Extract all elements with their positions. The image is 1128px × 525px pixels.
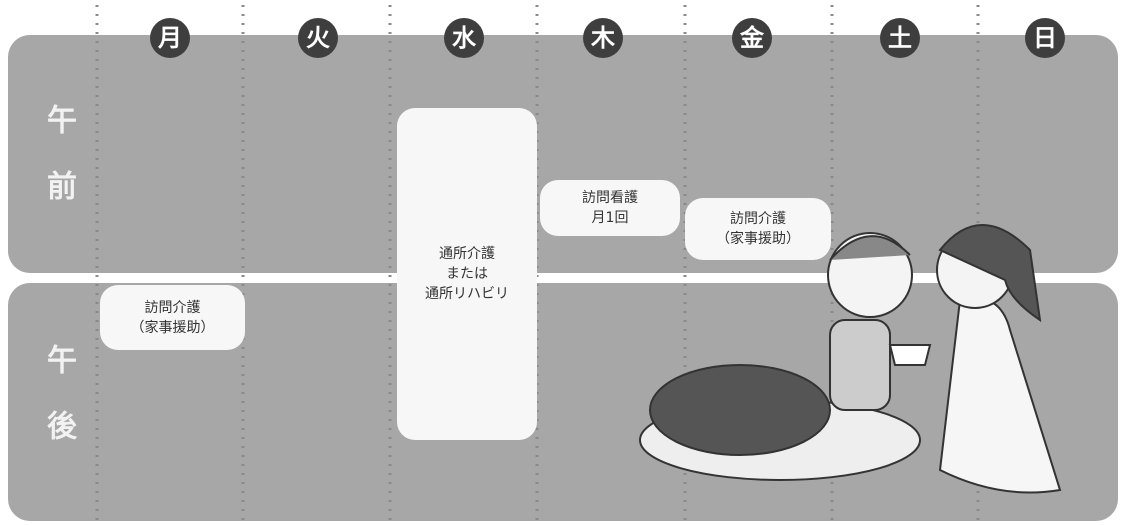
am-panel: [8, 35, 1118, 273]
item-text: 通所リハビリ: [425, 286, 509, 302]
illustration: [639, 224, 1062, 494]
schedule-item: 訪問介護 （家事援助）: [685, 198, 831, 260]
schedule-item: 通所介護または通所リハビリ: [397, 108, 537, 440]
day-label: 火: [298, 18, 338, 58]
day-label: 木: [583, 18, 623, 58]
schedule-item: 訪問看護月1回: [540, 180, 680, 236]
day-label: 水: [444, 18, 484, 58]
row-label: 午後: [41, 344, 76, 476]
item-text: 訪問介護: [144, 299, 201, 316]
item-text: （家事援助）: [130, 319, 215, 336]
item-text: （家事援助）: [716, 231, 800, 247]
day-label: 日: [1025, 18, 1065, 58]
item-text: 通所介護: [439, 246, 495, 262]
schedule-item: 訪問介護 （家事援助）: [100, 285, 245, 350]
item-text: 訪問看護: [582, 190, 638, 206]
day-label: 土: [880, 18, 920, 58]
item-text: または: [446, 266, 488, 282]
day-label: 金: [732, 18, 772, 58]
item-text: 訪問介護: [730, 211, 786, 227]
day-label: 月: [150, 18, 190, 58]
item-text: 月1回: [591, 210, 629, 226]
row-label: 午前: [41, 104, 76, 236]
